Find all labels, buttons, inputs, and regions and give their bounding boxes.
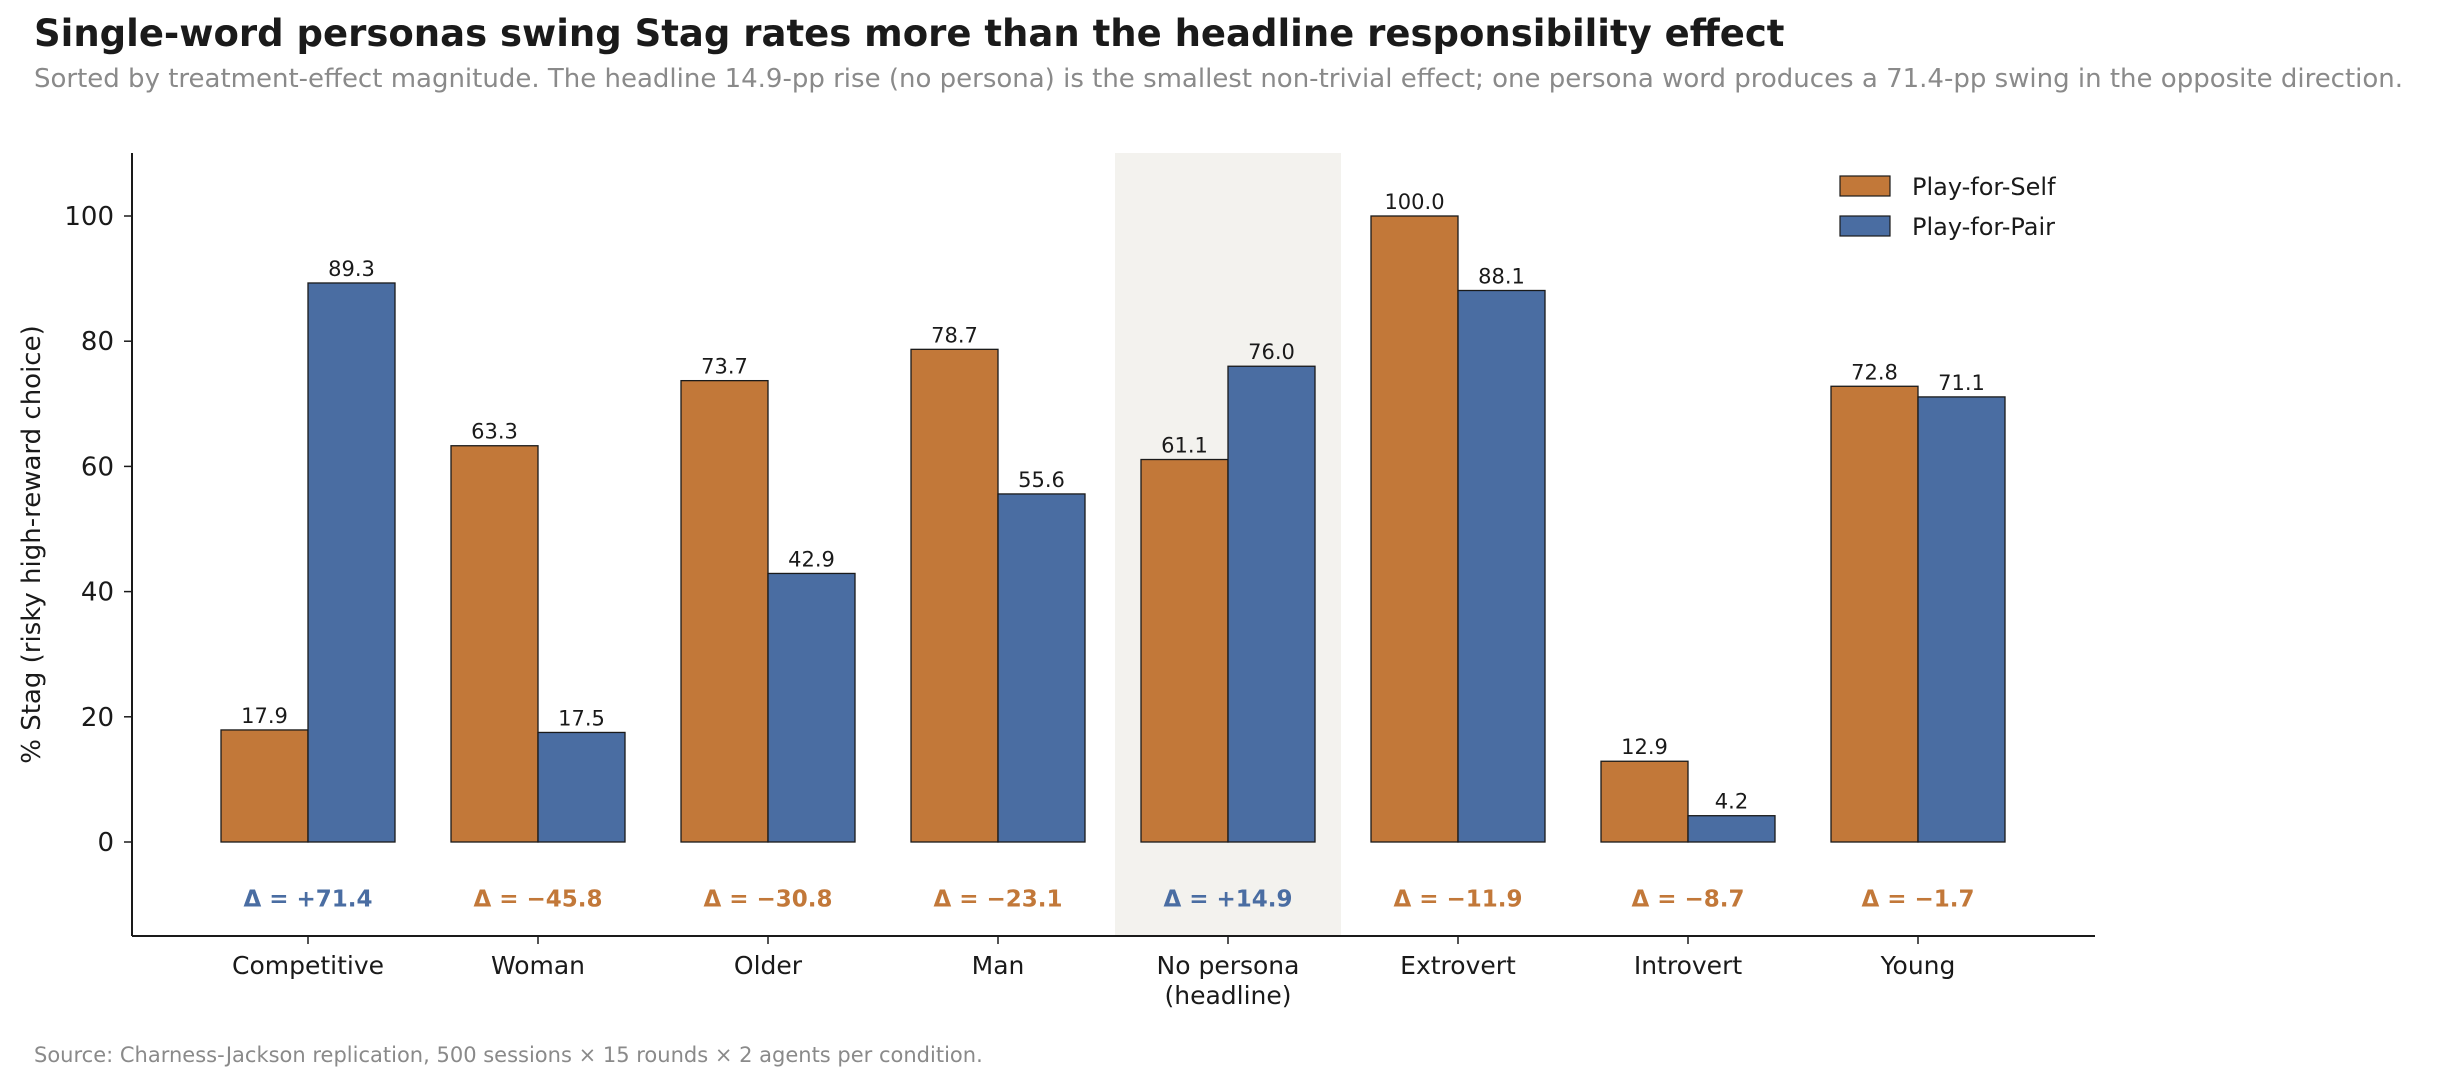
delta-label: Δ = −1.7 — [1861, 886, 1974, 912]
bar-self — [910, 348, 999, 843]
x-tick-label-line: No persona — [1157, 951, 1300, 980]
bar-pair — [307, 282, 396, 843]
y-tick-label: 80 — [81, 327, 114, 357]
x-tick-label: Man — [972, 951, 1025, 980]
bar-self — [450, 445, 539, 843]
x-tick-label-line: Competitive — [232, 951, 384, 980]
x-tick-label: Introvert — [1634, 951, 1742, 980]
bar-label-self: 73.7 — [701, 355, 748, 379]
x-tick-label-line: Extrovert — [1400, 951, 1516, 980]
x-tick-label-line: Older — [734, 951, 803, 980]
bar-label-self: 78.7 — [931, 323, 978, 347]
bar-label-pair: 71.1 — [1938, 371, 1985, 395]
delta-label: Δ = −23.1 — [933, 886, 1062, 912]
bar-self — [1370, 215, 1459, 843]
bar-label-pair: 55.6 — [1018, 468, 1065, 492]
bar-label-pair: 88.1 — [1478, 264, 1525, 288]
y-tick-label: 100 — [64, 202, 114, 232]
bar-self — [1830, 385, 1919, 843]
bar-label-self: 12.9 — [1621, 735, 1668, 759]
delta-label: Δ = +14.9 — [1163, 886, 1292, 912]
bar-value-labels: 17.9 63.3 73.7 78.7 61.1 100.0 12.9 72.8 89.3 17.… — [241, 190, 1985, 814]
x-tick-label-line: Woman — [491, 951, 585, 980]
bar-label-self: 63.3 — [471, 420, 518, 444]
x-tick-label-line: Young — [1880, 951, 1956, 980]
legend-swatch — [1839, 215, 1891, 237]
bar-label-pair: 17.5 — [558, 706, 605, 730]
bar-self — [680, 379, 769, 843]
delta-label: Δ = −8.7 — [1631, 886, 1744, 912]
axes: 0 20 40 60 80 100 % Stag (risky high-reward ch… — [17, 153, 2095, 1010]
delta-labels: Δ = +71.4 Δ = −45.8 Δ = −30.8 Δ = −23.1 Δ = … — [243, 886, 1974, 912]
legend-label: Play-for-Pair — [1912, 213, 2055, 241]
bar-self — [1600, 760, 1689, 843]
bar-label-self: 61.1 — [1161, 434, 1208, 458]
bar-pair — [1917, 396, 2006, 843]
x-tick-label-line: Man — [972, 951, 1025, 980]
x-tick-label: Older — [734, 951, 803, 980]
bar-self — [1140, 458, 1229, 843]
legend: Play-for-Self Play-for-Pair — [1839, 173, 2056, 241]
y-tick-label: 0 — [97, 828, 114, 858]
x-tick-label: Competitive — [232, 951, 384, 980]
x-tick-label: Woman — [491, 951, 585, 980]
delta-label: Δ = −45.8 — [473, 886, 602, 912]
bar-pair — [997, 493, 1086, 843]
bar-label-self: 72.8 — [1851, 360, 1898, 384]
bar-pair — [1457, 289, 1546, 843]
delta-label: Δ = −30.8 — [703, 886, 832, 912]
x-tick-label: Extrovert — [1400, 951, 1516, 980]
bar-pair — [537, 731, 626, 843]
bar-label-pair: 89.3 — [328, 257, 375, 281]
legend-swatch — [1839, 175, 1891, 197]
delta-label: Δ = −11.9 — [1393, 886, 1522, 912]
y-tick-label: 40 — [81, 578, 114, 608]
bar-pair — [1227, 365, 1316, 843]
chart-title: Single-word personas swing Stag rates mo… — [34, 12, 1785, 55]
y-tick-label: 60 — [81, 452, 114, 482]
source-note: Source: Charness-Jackson replication, 50… — [34, 1043, 983, 1067]
bar-label-self: 17.9 — [241, 704, 288, 728]
x-tick-label-line: Introvert — [1634, 951, 1742, 980]
bar-label-pair: 76.0 — [1248, 340, 1295, 364]
bar-label-self: 100.0 — [1384, 190, 1444, 214]
legend-label: Play-for-Self — [1912, 173, 2056, 201]
bar-label-pair: 42.9 — [788, 547, 835, 571]
x-tick-label: Young — [1880, 951, 1956, 980]
bar-pair — [1687, 815, 1776, 843]
bar-self — [220, 729, 309, 843]
x-tick-label-line: (headline) — [1164, 981, 1291, 1010]
chart-subtitle: Sorted by treatment-effect magnitude. Th… — [34, 64, 2404, 94]
y-axis-label: % Stag (risky high-reward choice) — [17, 325, 47, 763]
bar-label-pair: 4.2 — [1715, 790, 1748, 814]
x-tick-label: No persona (headline) — [1157, 951, 1300, 1010]
bar-pair — [767, 572, 856, 843]
y-tick-label: 20 — [81, 703, 114, 733]
delta-label: Δ = +71.4 — [243, 886, 372, 912]
bars — [220, 215, 2006, 843]
